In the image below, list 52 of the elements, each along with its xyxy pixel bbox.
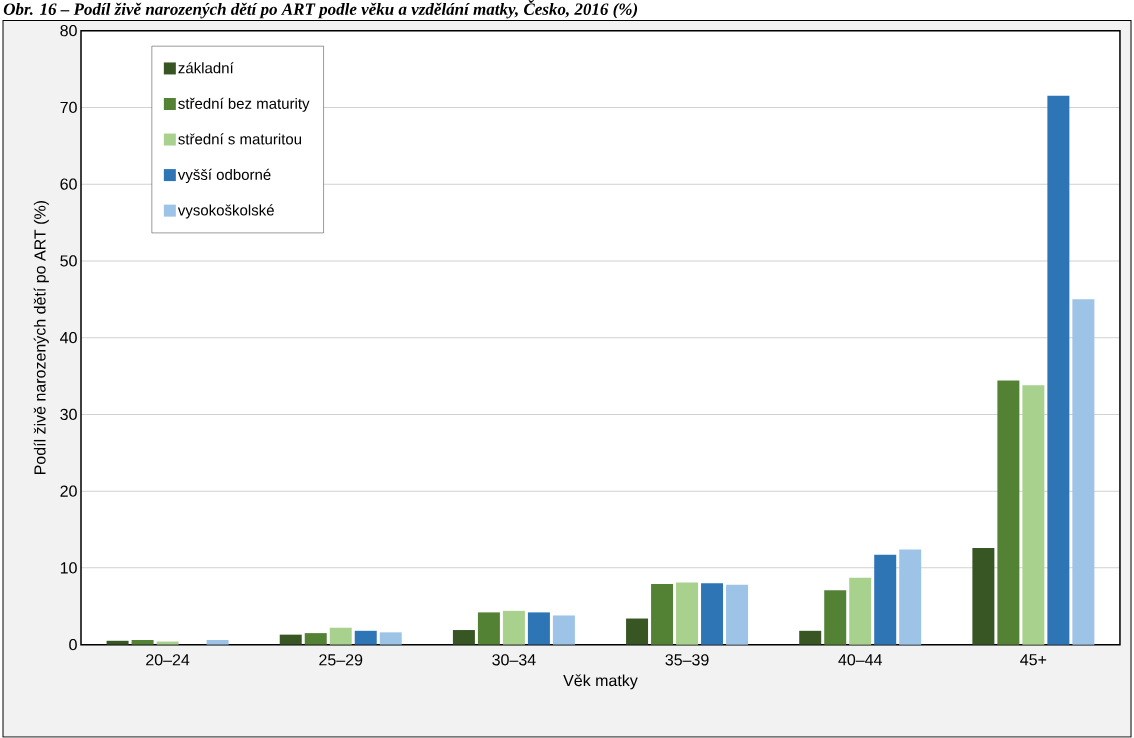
bar: [304, 633, 327, 645]
x-tick-label: 30–34: [492, 654, 536, 666]
y-tick-label: 0: [69, 639, 77, 651]
x-tick-label: 45+: [1020, 654, 1047, 666]
bar: [651, 584, 674, 645]
y-tick-label: 20: [60, 485, 77, 497]
x-tick-label: 25–29: [319, 654, 363, 666]
bar: [899, 549, 922, 645]
y-tick-label: 40: [60, 332, 77, 344]
y-tick-label: 10: [60, 562, 77, 574]
bar: [1072, 299, 1095, 645]
bar: [354, 631, 377, 645]
y-tick-label: 30: [60, 408, 77, 421]
bar: [156, 641, 179, 645]
bar: [279, 634, 302, 645]
chart-title: Obr. 16 – Podíl živě narozených dětí po ART podle věku a vzdělání matky, Česko, 2016 (%): [3, 0, 638, 19]
x-tick-label: 20–24: [146, 654, 190, 666]
bar: [1047, 96, 1070, 645]
bar: [972, 548, 995, 645]
bar: [502, 611, 525, 645]
y-axis-title: Podíl živě narozených dětí po ART (%): [33, 201, 49, 475]
bar: [676, 582, 699, 645]
x-axis-title: Věk matky: [563, 674, 638, 690]
bar: [477, 612, 500, 645]
bar: [452, 630, 475, 645]
bar: [799, 631, 822, 645]
legend-label: základní: [178, 62, 234, 74]
bar: [997, 380, 1020, 645]
bar: [552, 615, 575, 645]
bar: [1022, 385, 1045, 645]
y-tick-label: 50: [60, 255, 77, 267]
bar: [824, 590, 847, 645]
bar: [874, 555, 897, 645]
bar: [527, 612, 550, 645]
legend-label: střední bez maturity: [178, 97, 310, 113]
bar: [329, 627, 352, 645]
bar: [131, 640, 154, 645]
bar: [726, 584, 749, 645]
bar: [106, 640, 129, 645]
y-tick-label: 80: [60, 25, 77, 37]
y-tick-label: 70: [60, 101, 77, 114]
legend-label: vysokoškolské: [177, 204, 274, 219]
bar: [849, 578, 872, 645]
legend-label: vyšší odborné: [177, 169, 271, 184]
legend-label: střední s maturitou: [178, 133, 302, 145]
bar: [626, 618, 649, 645]
bar: [206, 640, 229, 645]
bar: [379, 632, 402, 645]
x-tick-label: 40–44: [838, 654, 882, 666]
x-tick-label: 35–39: [665, 654, 709, 666]
y-tick-label: 60: [60, 178, 77, 190]
bar: [701, 583, 724, 645]
